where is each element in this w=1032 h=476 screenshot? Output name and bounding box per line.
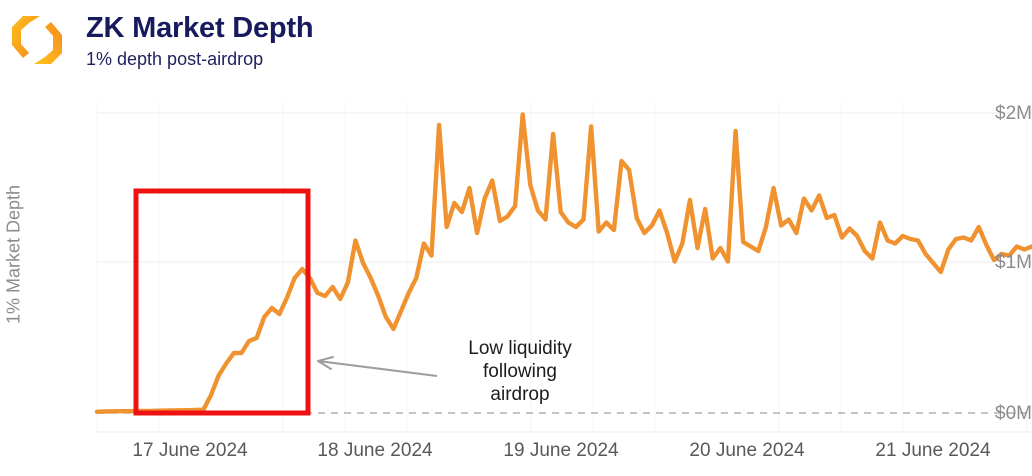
annotation-arrow [317,356,438,377]
x-tick-20-june: 20 June 2024 [689,440,805,461]
horizontal-gridlines [97,112,1032,263]
chart-plot-region: $2M $1M $0M 1% Market Depth 17 June 2024… [0,92,1032,476]
low-liquidity-highlight-box [133,188,311,416]
annotation-line-2: following [483,361,557,382]
vertical-gridlines [96,102,1028,432]
annotation-line-1: Low liquidity [468,338,572,359]
page-subtitle: 1% depth post-airdrop [86,49,264,69]
y-tick-2m: $2M [995,103,1032,124]
x-tick-21-june: 21 June 2024 [875,440,991,461]
annotation-text: Low liquidity following airdrop [445,337,595,406]
annotation-line-3: airdrop [490,384,550,405]
page-title: ZK Market Depth [86,12,314,44]
title-block: ZK Market Depth 1% depth post-airdrop [86,10,314,71]
zk-logo-icon [9,12,65,68]
x-tick-18-june: 18 June 2024 [317,440,433,461]
market-depth-line-chart [94,102,1032,433]
depth-series-line [94,112,1032,414]
y-tick-1m: $1M [995,252,1032,273]
chart-header: ZK Market Depth 1% depth post-airdrop [0,0,1032,92]
y-tick-0m: $0M [995,403,1032,424]
x-tick-17-june: 17 June 2024 [132,440,248,461]
x-tick-19-june: 19 June 2024 [503,440,619,461]
y-axis-title-wrap: 1% Market Depth [0,92,26,422]
y-axis-title: 1% Market Depth [3,184,24,325]
